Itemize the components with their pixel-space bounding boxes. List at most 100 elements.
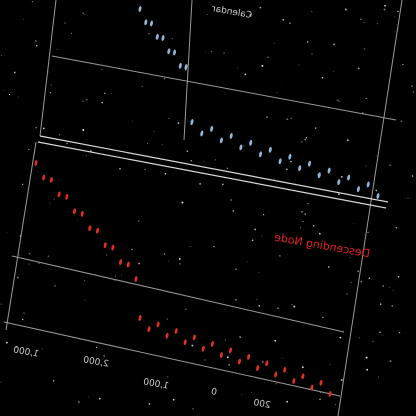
star	[178, 257, 181, 260]
dot	[219, 137, 223, 144]
star	[304, 213, 306, 215]
star	[279, 255, 281, 257]
star	[346, 293, 348, 295]
star	[35, 44, 38, 47]
dot	[201, 345, 205, 352]
star	[365, 165, 367, 167]
dot	[301, 373, 305, 380]
star	[106, 254, 108, 256]
star	[50, 84, 52, 86]
dot	[307, 160, 312, 167]
star	[66, 142, 68, 145]
star	[244, 73, 247, 76]
star	[71, 32, 73, 34]
star	[53, 198, 55, 200]
star	[224, 339, 226, 341]
dot	[80, 210, 84, 217]
star	[365, 356, 368, 359]
star	[138, 262, 141, 265]
dot	[376, 193, 380, 199]
star	[82, 100, 84, 102]
star	[211, 51, 213, 53]
star	[384, 4, 386, 7]
star	[333, 43, 336, 46]
dot	[274, 371, 278, 378]
star	[147, 143, 149, 145]
star	[52, 380, 55, 382]
star	[119, 167, 121, 170]
star	[137, 220, 140, 222]
star	[243, 145, 245, 147]
star	[251, 239, 254, 242]
star	[289, 22, 291, 25]
star	[82, 129, 85, 131]
star	[21, 318, 24, 321]
star	[327, 266, 330, 268]
star	[365, 97, 367, 99]
star	[286, 118, 289, 120]
star	[34, 41, 36, 43]
star	[286, 168, 288, 171]
star	[397, 275, 400, 278]
star	[389, 164, 391, 166]
star	[366, 368, 369, 371]
star	[291, 303, 293, 306]
star	[104, 92, 106, 95]
dot	[111, 244, 115, 251]
star	[47, 255, 50, 258]
frame-line	[37, 141, 387, 209]
data-dots	[34, 6, 380, 397]
star	[382, 285, 384, 287]
star	[101, 101, 103, 104]
star	[98, 397, 101, 400]
star	[312, 224, 315, 227]
star	[368, 277, 371, 279]
star	[0, 303, 2, 305]
star	[203, 160, 205, 162]
star	[287, 254, 288, 255]
dot	[72, 208, 77, 215]
star	[78, 401, 80, 403]
star	[395, 24, 397, 25]
dot	[88, 225, 92, 232]
star	[23, 312, 25, 314]
star	[49, 92, 52, 94]
star	[400, 120, 403, 123]
star	[161, 144, 163, 146]
star	[56, 48, 58, 51]
star	[261, 64, 264, 67]
dot	[337, 179, 341, 186]
star	[131, 248, 133, 251]
star	[332, 71, 334, 73]
star	[166, 376, 169, 378]
star	[274, 42, 276, 44]
star	[181, 201, 184, 204]
axis-label: 2,000	[82, 355, 109, 369]
star	[189, 246, 191, 247]
star	[49, 203, 51, 204]
star	[4, 89, 6, 91]
dot	[183, 339, 187, 346]
dot	[49, 176, 53, 183]
star	[33, 45, 35, 47]
star	[259, 6, 262, 9]
star	[132, 120, 133, 122]
star	[153, 130, 155, 133]
dot	[34, 160, 38, 166]
axis-label: 200	[252, 398, 271, 411]
frame-line	[5, 141, 37, 331]
star	[84, 299, 86, 301]
star	[311, 53, 313, 55]
dot	[147, 326, 151, 333]
star	[177, 122, 180, 125]
dot	[119, 259, 123, 266]
dot	[258, 151, 263, 158]
star	[274, 339, 277, 342]
dot	[210, 340, 214, 347]
star	[35, 40, 37, 42]
dot	[229, 132, 233, 139]
star	[41, 348, 43, 350]
star	[241, 394, 243, 396]
star	[367, 232, 369, 233]
